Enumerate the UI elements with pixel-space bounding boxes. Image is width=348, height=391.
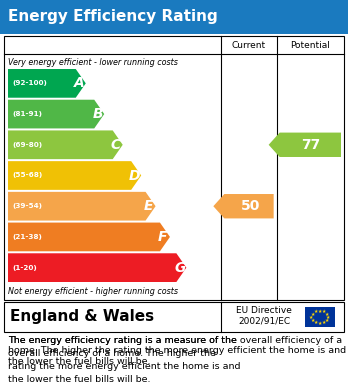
Polygon shape: [8, 100, 104, 128]
Polygon shape: [8, 69, 86, 98]
Text: (55-68): (55-68): [12, 172, 42, 179]
Polygon shape: [8, 161, 141, 190]
Bar: [305, 307, 335, 327]
Text: (81-91): (81-91): [12, 111, 42, 117]
Text: 50: 50: [241, 199, 261, 213]
Text: ★: ★: [310, 317, 315, 323]
Text: (1-20): (1-20): [12, 265, 37, 271]
Polygon shape: [8, 253, 187, 282]
Text: ★: ★: [322, 320, 326, 325]
Text: ★: ★: [325, 317, 329, 323]
Text: B: B: [92, 107, 103, 121]
Text: Not energy efficient - higher running costs: Not energy efficient - higher running co…: [8, 287, 178, 296]
Text: E: E: [144, 199, 153, 213]
Polygon shape: [213, 194, 274, 219]
Text: ★: ★: [318, 321, 322, 325]
Text: Current: Current: [232, 41, 266, 50]
Polygon shape: [8, 222, 170, 251]
Text: D: D: [129, 169, 141, 183]
Text: ★: ★: [309, 314, 314, 319]
Text: EU Directive
2002/91/EC: EU Directive 2002/91/EC: [236, 306, 292, 326]
Text: ★: ★: [313, 320, 318, 325]
Text: Potential: Potential: [290, 41, 330, 50]
Text: Very energy efficient - lower running costs: Very energy efficient - lower running co…: [8, 58, 178, 67]
Bar: [0, 0, 348, 34]
Bar: [4, 36, 344, 300]
Text: ★: ★: [318, 308, 322, 314]
Text: ★: ★: [313, 309, 318, 314]
Polygon shape: [8, 131, 123, 159]
Text: rating the more energy efficient the home is and: rating the more energy efficient the hom…: [8, 362, 240, 371]
Text: the lower the fuel bills will be.: the lower the fuel bills will be.: [8, 375, 150, 384]
Text: 77: 77: [301, 138, 320, 152]
Text: ★: ★: [326, 314, 330, 319]
Text: G: G: [174, 261, 186, 274]
Polygon shape: [8, 192, 156, 221]
Text: England & Wales: England & Wales: [10, 310, 154, 325]
Text: ★: ★: [310, 312, 315, 316]
Text: (92-100): (92-100): [12, 81, 47, 86]
Text: The energy efficiency rating is a measure of the: The energy efficiency rating is a measur…: [8, 336, 237, 345]
Text: (69-80): (69-80): [12, 142, 42, 148]
Text: F: F: [158, 230, 167, 244]
Text: ★: ★: [322, 309, 326, 314]
Text: (39-54): (39-54): [12, 203, 42, 209]
Text: ★: ★: [325, 312, 329, 316]
Text: Energy Efficiency Rating: Energy Efficiency Rating: [8, 9, 218, 25]
Text: A: A: [74, 76, 85, 90]
Polygon shape: [269, 133, 341, 157]
Text: The energy efficiency rating is a measure of the overall efficiency of a home. T: The energy efficiency rating is a measur…: [8, 336, 346, 366]
Text: overall efficiency of a home. The higher the: overall efficiency of a home. The higher…: [8, 349, 216, 358]
Text: (21-38): (21-38): [12, 234, 42, 240]
Bar: [4, 302, 344, 332]
Text: C: C: [111, 138, 121, 152]
